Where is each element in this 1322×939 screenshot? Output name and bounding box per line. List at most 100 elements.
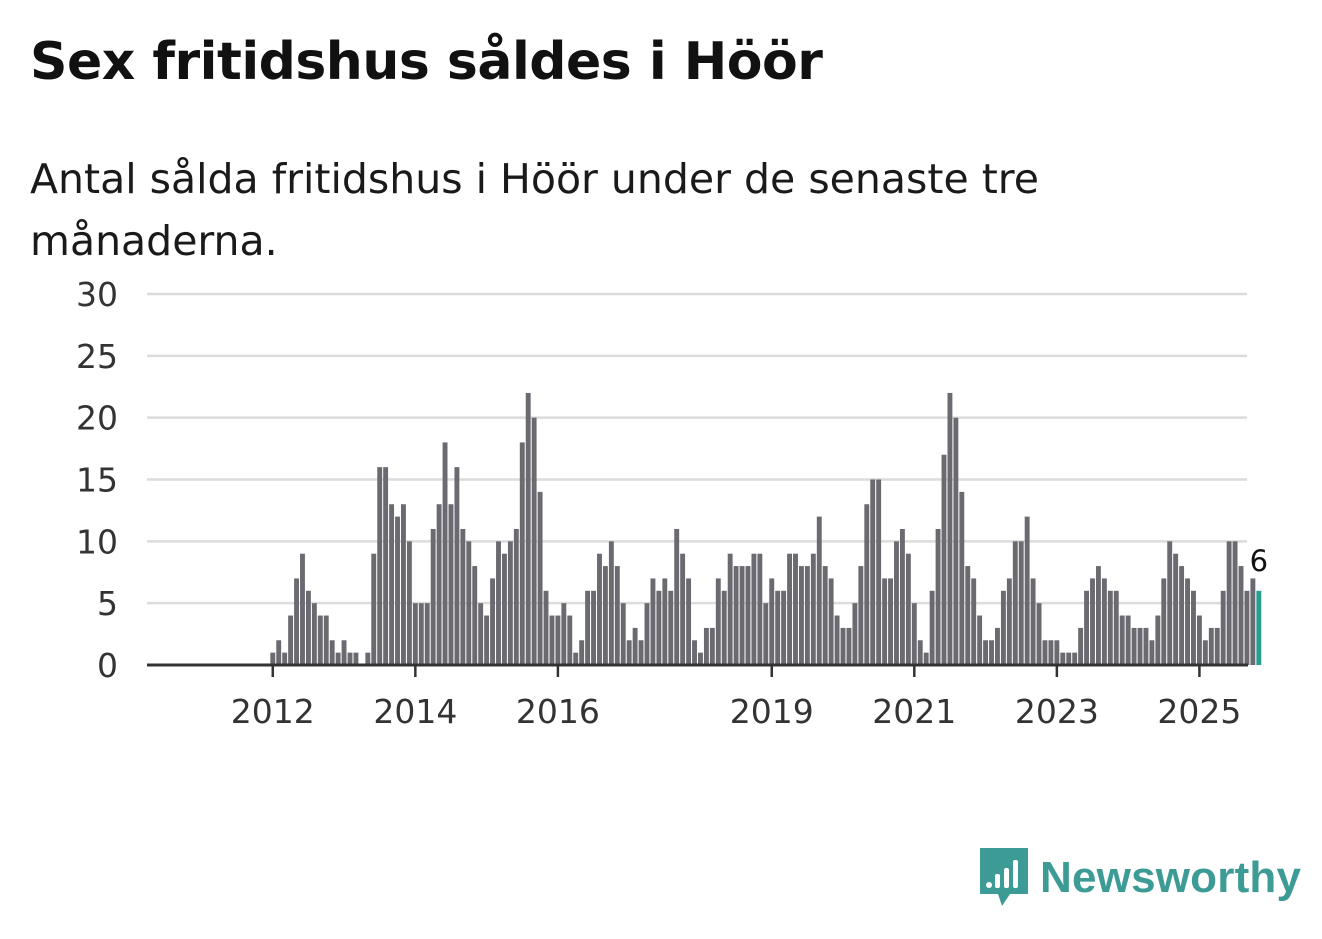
bar (573, 652, 579, 665)
bar (1220, 590, 1226, 665)
bar (971, 578, 977, 665)
bar (1250, 578, 1256, 665)
bar (626, 640, 632, 665)
bar (923, 652, 929, 665)
bar (1101, 578, 1107, 665)
bar (1072, 652, 1078, 665)
bar (775, 590, 781, 665)
x-tick-label: 2025 (1157, 692, 1241, 731)
y-tick-label: 15 (76, 461, 118, 500)
bar (1214, 627, 1220, 665)
bar (1018, 541, 1024, 665)
bar (977, 615, 983, 665)
x-tick-label: 2016 (516, 692, 600, 731)
bar (323, 615, 329, 665)
bar (1078, 627, 1084, 665)
x-tick-label: 2012 (231, 692, 315, 731)
bar (614, 566, 620, 665)
bar (858, 566, 864, 665)
bar (371, 553, 377, 665)
bar (608, 541, 614, 665)
bar (769, 578, 775, 665)
bar (1238, 566, 1244, 665)
bar (632, 627, 638, 665)
bar (1084, 590, 1090, 665)
bar (1125, 615, 1131, 665)
bar (519, 442, 525, 665)
bar (1155, 615, 1161, 665)
bar (941, 454, 947, 665)
x-tick-label: 2023 (1015, 692, 1099, 731)
newsworthy-logo: Newsworthy (980, 848, 1301, 908)
bar (1131, 627, 1137, 665)
bar (418, 603, 424, 665)
bar (911, 603, 917, 665)
y-tick-label: 10 (76, 522, 118, 561)
bar (329, 640, 335, 665)
bar (864, 504, 870, 665)
bar (555, 615, 561, 665)
bar (686, 578, 692, 665)
bar (1095, 566, 1101, 665)
bar (852, 603, 858, 665)
bar (383, 467, 389, 665)
chart-subtitle: Antal sålda fritidshus i Höör under de s… (30, 155, 1039, 265)
bar (1024, 516, 1030, 665)
bar (1030, 578, 1036, 665)
bar (793, 553, 798, 665)
bar (591, 590, 596, 665)
bar (276, 640, 282, 665)
bar (353, 652, 359, 665)
bar (454, 467, 460, 665)
bar (424, 603, 430, 665)
bar (1066, 652, 1072, 665)
bar (1060, 652, 1066, 665)
bar (1185, 578, 1190, 665)
bar (531, 417, 537, 665)
bar (317, 615, 323, 665)
bar (929, 590, 935, 665)
bar (947, 392, 953, 665)
bar (537, 491, 543, 665)
bar (816, 516, 822, 665)
y-axis-ticks: 0 5 10 15 20 25 30 (76, 275, 118, 685)
bar (870, 479, 876, 665)
bar (781, 590, 787, 665)
bar (1173, 553, 1179, 665)
bars (270, 392, 1262, 665)
chart-title: Sex fritidshus såldes i Höör (30, 32, 823, 92)
bar (561, 603, 567, 665)
bar (1036, 603, 1042, 665)
bar (501, 553, 507, 665)
bar (917, 640, 923, 665)
bar (1042, 640, 1048, 665)
bar (1244, 590, 1250, 665)
bar (953, 417, 959, 665)
x-tick-label: 2014 (373, 692, 457, 731)
bar (798, 566, 804, 665)
x-tick-label: 2019 (730, 692, 814, 731)
bar (406, 541, 412, 665)
bar (1191, 590, 1196, 665)
bar (579, 640, 585, 665)
bar (905, 553, 911, 665)
bar (733, 566, 739, 665)
bar (656, 590, 662, 665)
bar (709, 627, 715, 665)
bar (888, 578, 893, 665)
y-tick-label: 5 (97, 584, 118, 623)
y-tick-label: 30 (76, 275, 118, 314)
bar (965, 566, 971, 665)
bar (472, 566, 478, 665)
bar (1149, 640, 1155, 665)
bar (1119, 615, 1125, 665)
bar (270, 652, 276, 665)
bar (739, 566, 745, 665)
bar (1143, 627, 1149, 665)
bar (1107, 590, 1113, 665)
bar (365, 652, 371, 665)
bar (448, 504, 454, 665)
bar (460, 528, 466, 665)
x-axis: 2012 2014 2016 2019 2021 2023 2025 (147, 663, 1248, 731)
